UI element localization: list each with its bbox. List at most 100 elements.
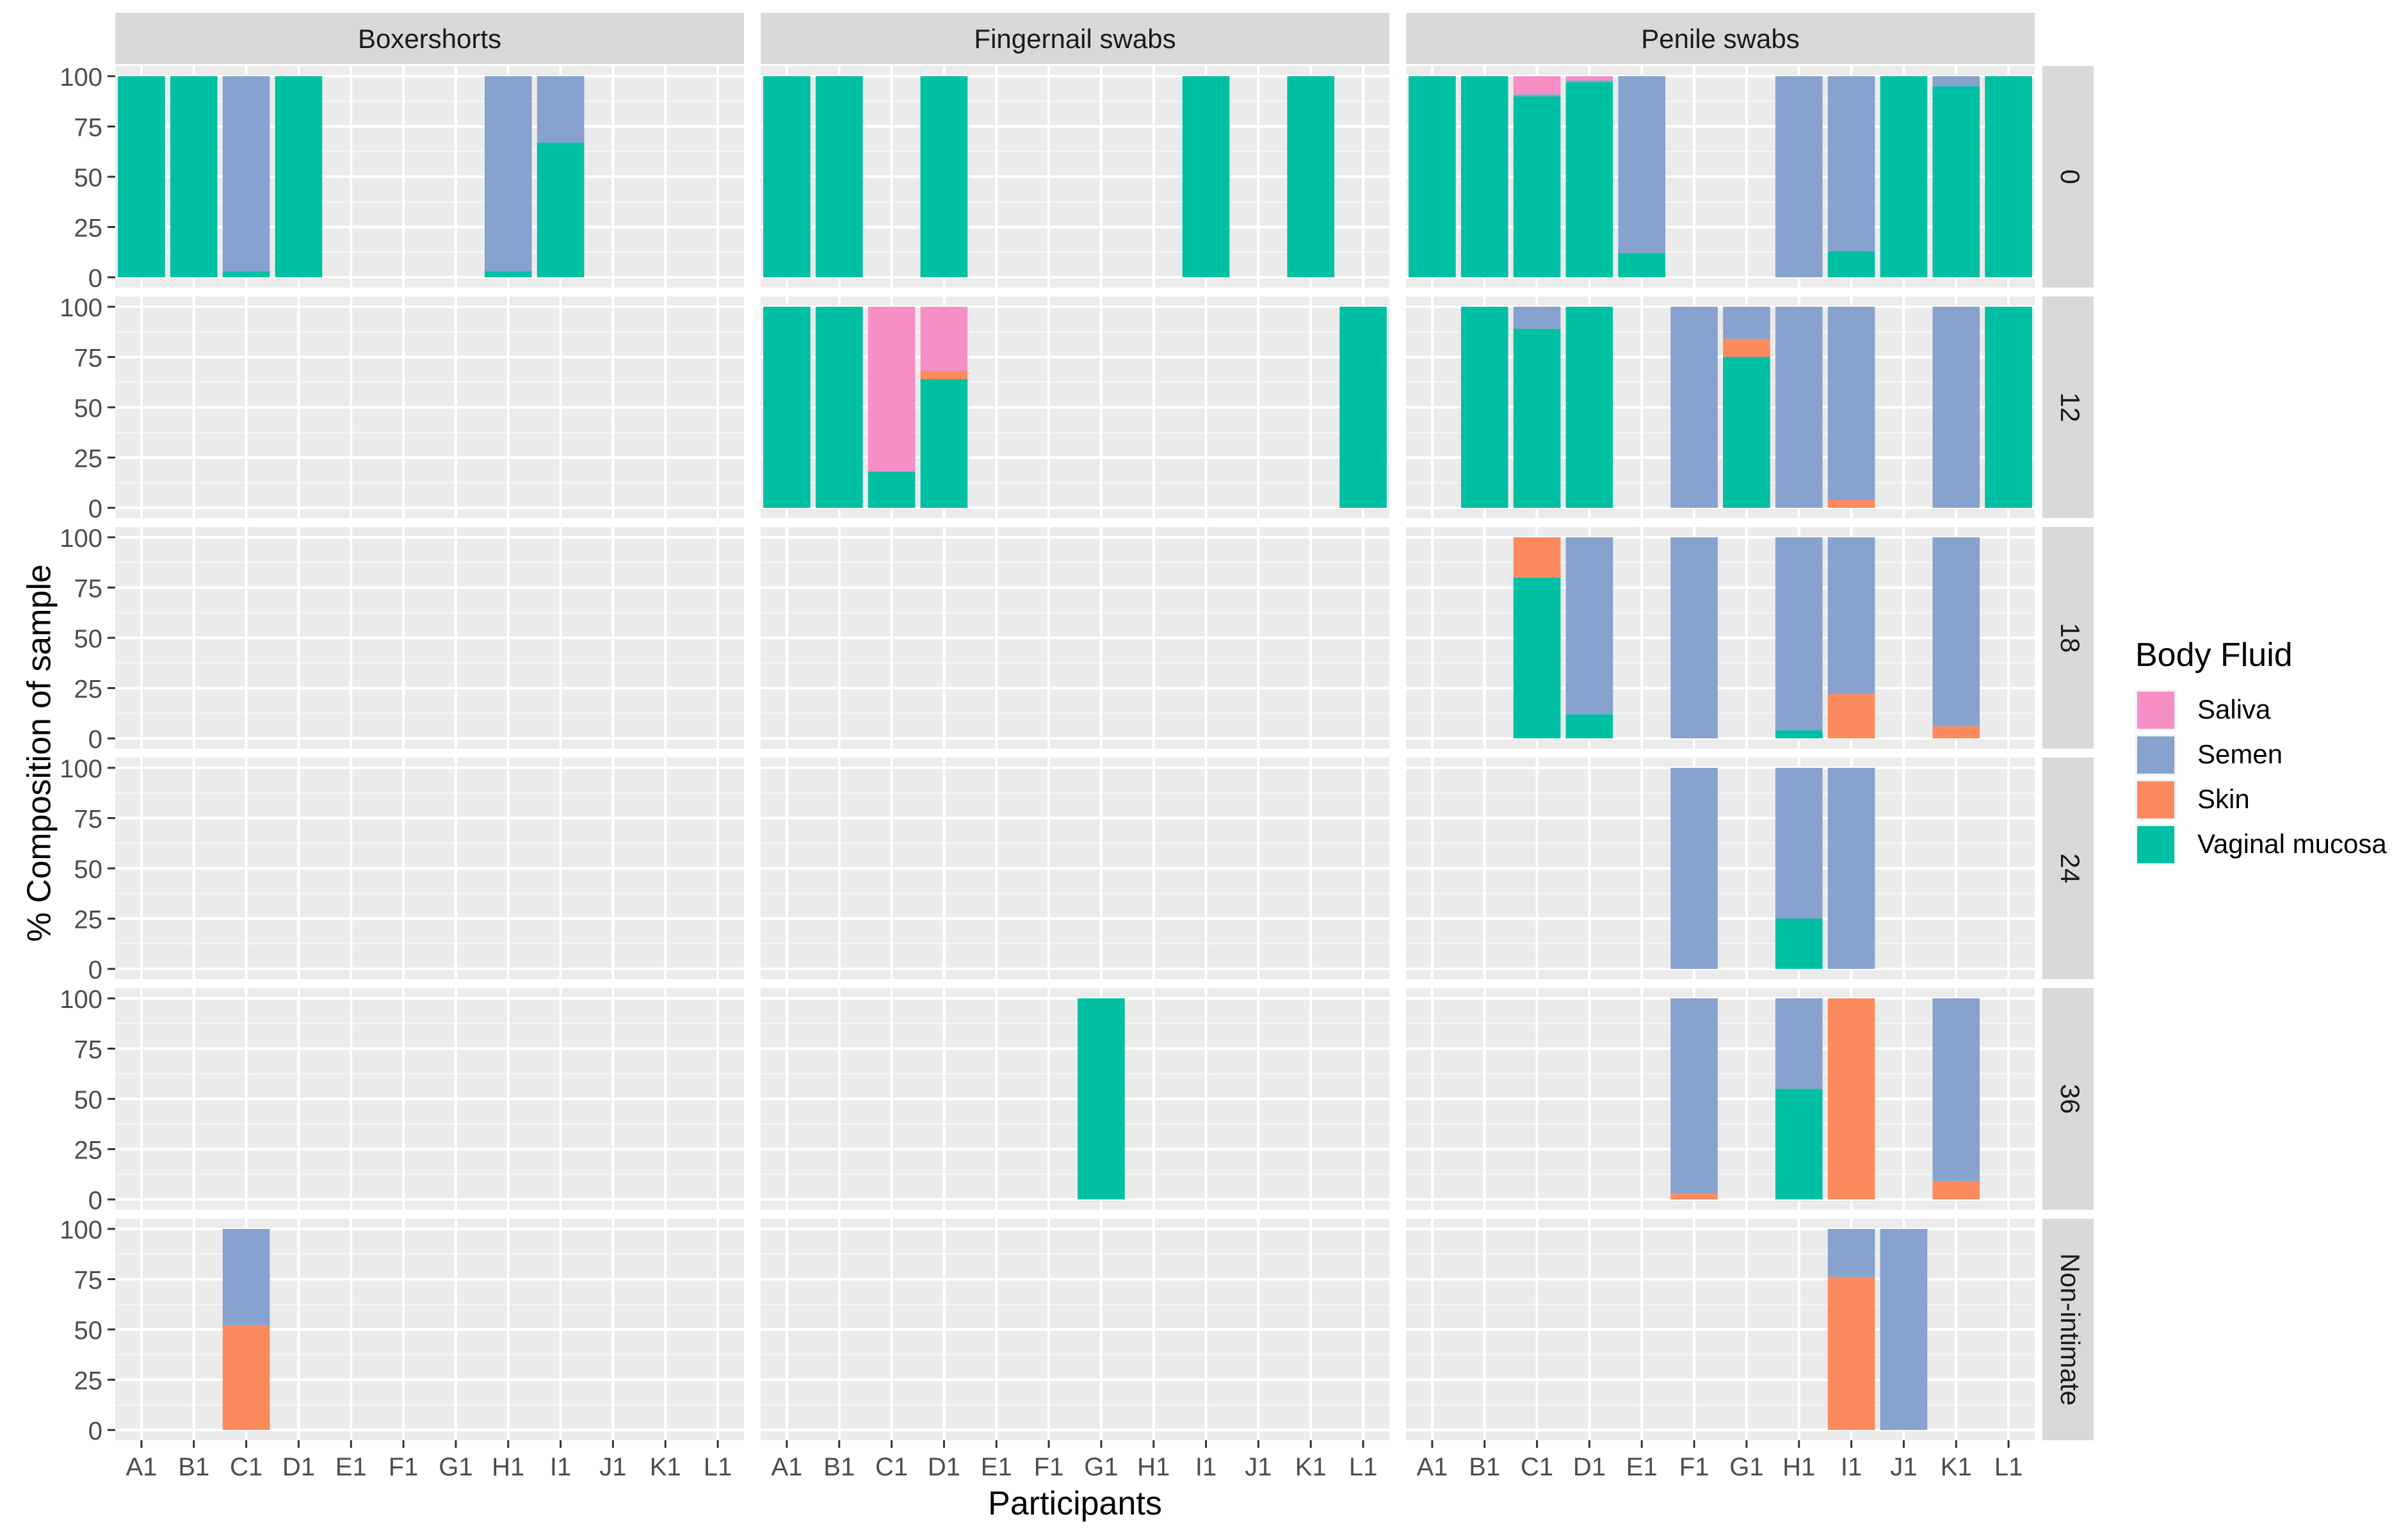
bar-penile-swabs-0-b1-vaginal-mucosa (1460, 76, 1508, 277)
x-tick-label: H1 (1137, 1453, 1170, 1481)
bar-fingernail-swabs-0-k1-vaginal-mucosa (1287, 76, 1335, 277)
column-strip (115, 13, 744, 64)
column-strip (761, 13, 1389, 64)
bar-penile-swabs-12-d1-vaginal-mucosa (1565, 307, 1613, 508)
y-tick-label: 25 (74, 676, 103, 704)
y-tick-label: 0 (88, 726, 102, 754)
x-tick-label: L1 (1349, 1453, 1378, 1481)
panel-fingernail-swabs-36 (761, 988, 1389, 1210)
y-tick-label: 0 (88, 1187, 102, 1215)
x-tick-label: E1 (1626, 1453, 1658, 1481)
panel-boxershorts-12 (115, 296, 744, 518)
panel-penile-swabs-non-intimate (1406, 1219, 2035, 1440)
x-tick-label: A1 (771, 1453, 802, 1481)
x-tick-label: B1 (178, 1453, 209, 1481)
legend-swatch-semen (2137, 736, 2174, 774)
bar-boxershorts-non-intimate-c1-semen (222, 1229, 270, 1326)
bar-boxershorts-0-b1-vaginal-mucosa (170, 76, 218, 277)
bar-fingernail-swabs-12-a1-vaginal-mucosa (763, 307, 811, 508)
bar-penile-swabs-0-e1-vaginal-mucosa (1618, 253, 1666, 277)
bar-penile-swabs-18-k1-skin (1932, 726, 1980, 738)
y-tick-label: 100 (60, 524, 102, 553)
x-tick-label: E1 (335, 1453, 367, 1481)
bar-fingernail-swabs-0-b1-vaginal-mucosa (815, 76, 863, 277)
bar-penile-swabs-non-intimate-i1-skin (1827, 1277, 1875, 1430)
x-tick-label: G1 (1084, 1453, 1118, 1481)
x-tick-label: I1 (1195, 1453, 1216, 1481)
bar-penile-swabs-18-f1-semen (1670, 537, 1718, 738)
y-tick-label: 75 (74, 114, 103, 142)
bar-penile-swabs-0-c1-saliva (1513, 76, 1561, 95)
bar-penile-swabs-0-d1-vaginal-mucosa (1565, 82, 1613, 278)
bar-penile-swabs-12-f1-semen (1670, 307, 1718, 508)
x-tick-label: F1 (1034, 1453, 1064, 1481)
x-tick-label: J1 (599, 1453, 626, 1481)
row-strip-label: 18 (2055, 623, 2085, 653)
legend-swatch-vaginal-mucosa (2137, 826, 2174, 863)
panel-fingernail-swabs-0 (761, 66, 1389, 288)
legend-label-vaginal-mucosa: Vaginal mucosa (2197, 829, 2387, 859)
y-tick-label: 50 (74, 1317, 103, 1345)
row-strip (2042, 1219, 2094, 1440)
panel-fingernail-swabs-non-intimate (761, 1219, 1389, 1440)
row-strip (2042, 527, 2094, 749)
bar-boxershorts-0-i1-vaginal-mucosa (537, 142, 585, 277)
bar-fingernail-swabs-36-g1-vaginal-mucosa (1078, 998, 1125, 1199)
row-strip-label: 12 (2055, 393, 2085, 423)
bar-penile-swabs-12-k1-semen (1932, 307, 1980, 508)
bar-penile-swabs-18-d1-semen (1565, 537, 1613, 715)
x-tick-label: L1 (1994, 1453, 2023, 1481)
y-tick-label: 75 (74, 806, 103, 834)
bar-boxershorts-0-i1-semen (537, 76, 585, 143)
bar-fingernail-swabs-0-a1-vaginal-mucosa (763, 76, 811, 277)
bar-penile-swabs-36-k1-semen (1932, 998, 1980, 1182)
panel-boxershorts-36 (115, 988, 744, 1210)
x-tick-label: I1 (1841, 1453, 1862, 1481)
bar-penile-swabs-12-c1-vaginal-mucosa (1513, 329, 1561, 508)
column-strip-label: Fingernail swabs (974, 24, 1176, 54)
y-tick-label: 25 (74, 1137, 103, 1165)
x-tick-label: G1 (439, 1453, 473, 1481)
bar-penile-swabs-18-i1-semen (1827, 537, 1875, 694)
bar-penile-swabs-36-i1-skin (1827, 998, 1875, 1199)
x-axis-title: Participants (988, 1485, 1162, 1522)
bar-penile-swabs-12-c1-semen (1513, 307, 1561, 329)
x-tick-label: C1 (875, 1453, 908, 1481)
bar-penile-swabs-24-f1-semen (1670, 768, 1718, 969)
y-tick-label: 25 (74, 215, 103, 243)
row-strip (2042, 758, 2094, 979)
legend-label-semen: Semen (2197, 739, 2283, 769)
panel-boxershorts-non-intimate (115, 1219, 744, 1440)
y-tick-label: 0 (88, 264, 102, 293)
x-tick-label: D1 (1573, 1453, 1606, 1481)
x-tick-label: F1 (1679, 1453, 1709, 1481)
bar-penile-swabs-12-l1-vaginal-mucosa (1985, 307, 2032, 508)
column-strip-label: Boxershorts (358, 24, 501, 54)
x-tick-label: K1 (1295, 1453, 1327, 1481)
x-tick-label: D1 (928, 1453, 960, 1481)
bar-penile-swabs-18-c1-vaginal-mucosa (1513, 577, 1561, 738)
bar-penile-swabs-0-k1-semen (1932, 76, 1980, 86)
bar-fingernail-swabs-12-d1-vaginal-mucosa (920, 379, 968, 508)
bar-penile-swabs-24-i1-semen (1827, 768, 1875, 969)
bar-penile-swabs-12-b1-vaginal-mucosa (1460, 307, 1508, 508)
panel-boxershorts-18 (115, 527, 744, 749)
legend-label-skin: Skin (2197, 784, 2250, 814)
y-tick-label: 50 (74, 164, 103, 192)
bar-fingernail-swabs-12-c1-vaginal-mucosa (868, 471, 916, 508)
bar-penile-swabs-18-k1-semen (1932, 537, 1980, 727)
bar-penile-swabs-36-h1-semen (1775, 998, 1823, 1089)
bar-boxershorts-0-h1-semen (484, 76, 532, 272)
bar-penile-swabs-12-g1-vaginal-mucosa (1723, 357, 1770, 508)
bar-fingernail-swabs-12-d1-skin (920, 371, 968, 380)
bar-fingernail-swabs-12-c1-saliva (868, 307, 916, 472)
legend-title: Body Fluid (2135, 637, 2293, 674)
panel-fingernail-swabs-18 (761, 527, 1389, 749)
bar-boxershorts-0-a1-vaginal-mucosa (118, 76, 165, 277)
y-axis-title: % Composition of sample (21, 564, 58, 942)
bar-boxershorts-non-intimate-c1-skin (222, 1325, 270, 1430)
bar-boxershorts-0-c1-semen (222, 76, 270, 272)
row-strip-label: 36 (2055, 1084, 2085, 1114)
bar-penile-swabs-12-g1-semen (1723, 307, 1770, 339)
